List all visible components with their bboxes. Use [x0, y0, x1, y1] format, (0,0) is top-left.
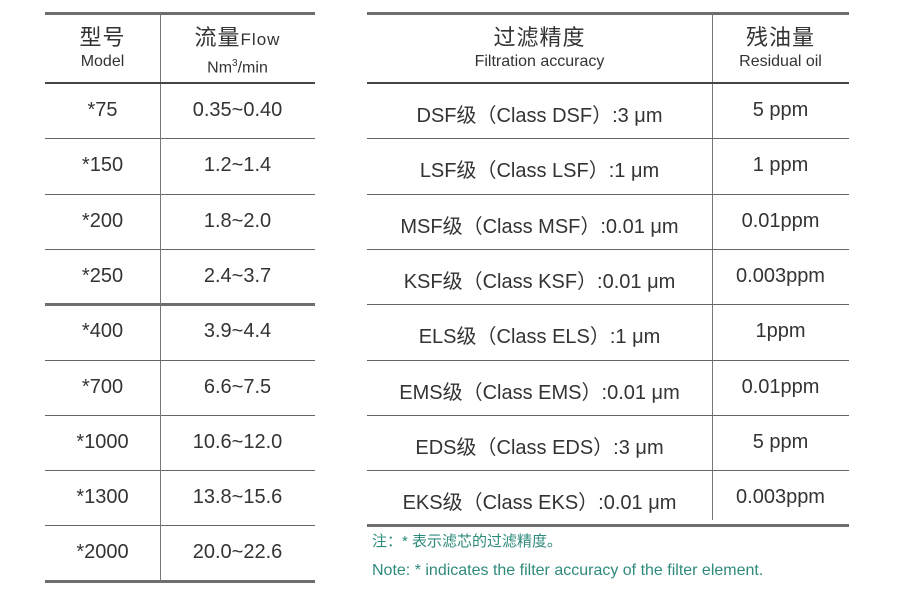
- column-rule: [160, 415, 161, 472]
- residual-cell: 1 ppm: [752, 154, 809, 177]
- column-rule: [160, 139, 161, 195]
- flow-cell: 1.8~2.0: [203, 209, 272, 232]
- column-rule: [160, 471, 161, 527]
- header-flow-zh: 流量: [194, 25, 241, 50]
- row-rule: [367, 138, 849, 140]
- accuracy-cell: MSF级（Class MSF）:0.01 μm: [400, 215, 679, 238]
- residual-cell: 5 ppm: [752, 99, 809, 121]
- row-rule: [367, 524, 849, 528]
- flow-cell: 10.6~12.0: [192, 430, 283, 453]
- column-rule: [160, 84, 161, 140]
- column-rule: [160, 305, 161, 361]
- accuracy-cell: EKS级（Class EKS）:0.01 μm: [402, 492, 677, 515]
- row-rule: [367, 304, 849, 306]
- residual-cell: 5 ppm: [752, 430, 809, 453]
- flow-cell: 20.0~22.6: [192, 541, 283, 564]
- flow-cell: 3.9~4.4: [203, 320, 272, 343]
- row-rule: [45, 525, 315, 527]
- row-rule: [45, 359, 315, 361]
- row-rule: [367, 193, 849, 195]
- right-table-divider: [712, 15, 713, 520]
- row-rule: [367, 470, 849, 472]
- column-rule: [160, 194, 161, 250]
- flow-cell: 2.4~3.7: [203, 264, 272, 287]
- left-header-rule: [45, 82, 315, 84]
- row-rule: [367, 248, 849, 250]
- flow-cell: 13.8~15.6: [192, 486, 283, 509]
- row-rule: [45, 470, 315, 472]
- row-rule: [367, 359, 849, 361]
- right-header-rule: [367, 82, 849, 84]
- row-rule: [45, 303, 315, 307]
- accuracy-cell: EMS级（Class EMS）:0.01 μm: [399, 381, 680, 404]
- note-en: Note: * indicates the filter accuracy of…: [372, 562, 764, 579]
- accuracy-cell: DSF级（Class DSF）:3 μm: [416, 105, 663, 127]
- row-rule: [45, 138, 315, 140]
- header-flow-unit: Nm3/min: [207, 58, 268, 77]
- accuracy-cell: KSF级（Class KSF）:0.01 μm: [403, 270, 676, 293]
- model-cell: *400: [81, 320, 124, 343]
- flow-cell: 0.35~0.40: [192, 99, 283, 121]
- model-cell: *200: [81, 209, 124, 232]
- column-rule: [160, 249, 161, 306]
- header-accuracy-en: Filtration accuracy: [474, 53, 605, 70]
- column-rule: [160, 526, 161, 582]
- header-residual-en: Residual oil: [739, 53, 822, 70]
- residual-cell: 0.003ppm: [736, 486, 825, 509]
- header-residual-zh: 残油量: [745, 25, 815, 50]
- accuracy-cell: ELS级（Class ELS）:1 μm: [418, 326, 661, 349]
- row-rule: [45, 414, 315, 416]
- model-cell: *250: [81, 264, 124, 287]
- model-cell: *700: [81, 375, 124, 398]
- header-flow: 流量Flow Nm3/min: [160, 24, 315, 78]
- header-model-en: Model: [80, 53, 125, 70]
- row-rule: [45, 193, 315, 195]
- flow-cell: 6.6~7.5: [203, 375, 272, 398]
- residual-cell: 1ppm: [755, 320, 806, 343]
- residual-cell: 0.01ppm: [741, 209, 820, 232]
- right-table-top-rule: [367, 12, 849, 15]
- model-cell: *150: [81, 154, 124, 177]
- header-accuracy-zh: 过滤精度: [493, 25, 586, 50]
- residual-cell: 0.003ppm: [736, 264, 825, 287]
- row-rule: [367, 414, 849, 416]
- header-model-zh: 型号: [79, 25, 126, 50]
- accuracy-cell: EDS级（Class EDS）:3 μm: [415, 436, 664, 459]
- left-table-top-rule: [45, 12, 315, 15]
- flow-cell: 1.2~1.4: [203, 154, 272, 177]
- header-flow-en: Flow: [240, 30, 281, 49]
- model-cell: *1300: [76, 486, 129, 509]
- residual-cell: 0.01ppm: [741, 375, 820, 398]
- model-cell: *75: [87, 99, 118, 121]
- column-rule: [160, 360, 161, 416]
- row-rule: [45, 579, 315, 583]
- note-zh: 注：* 表示滤芯的过滤精度。: [372, 533, 563, 550]
- header-accuracy: 过滤精度 Filtration accuracy: [367, 24, 712, 72]
- header-model: 型号 Model: [45, 24, 160, 72]
- model-cell: *1000: [76, 430, 129, 453]
- left-table-divider: [160, 15, 161, 83]
- model-cell: *2000: [76, 541, 129, 564]
- header-residual: 残油量 Residual oil: [712, 24, 849, 72]
- accuracy-cell: LSF级（Class LSF）:1 μm: [419, 160, 660, 183]
- row-rule: [45, 248, 315, 250]
